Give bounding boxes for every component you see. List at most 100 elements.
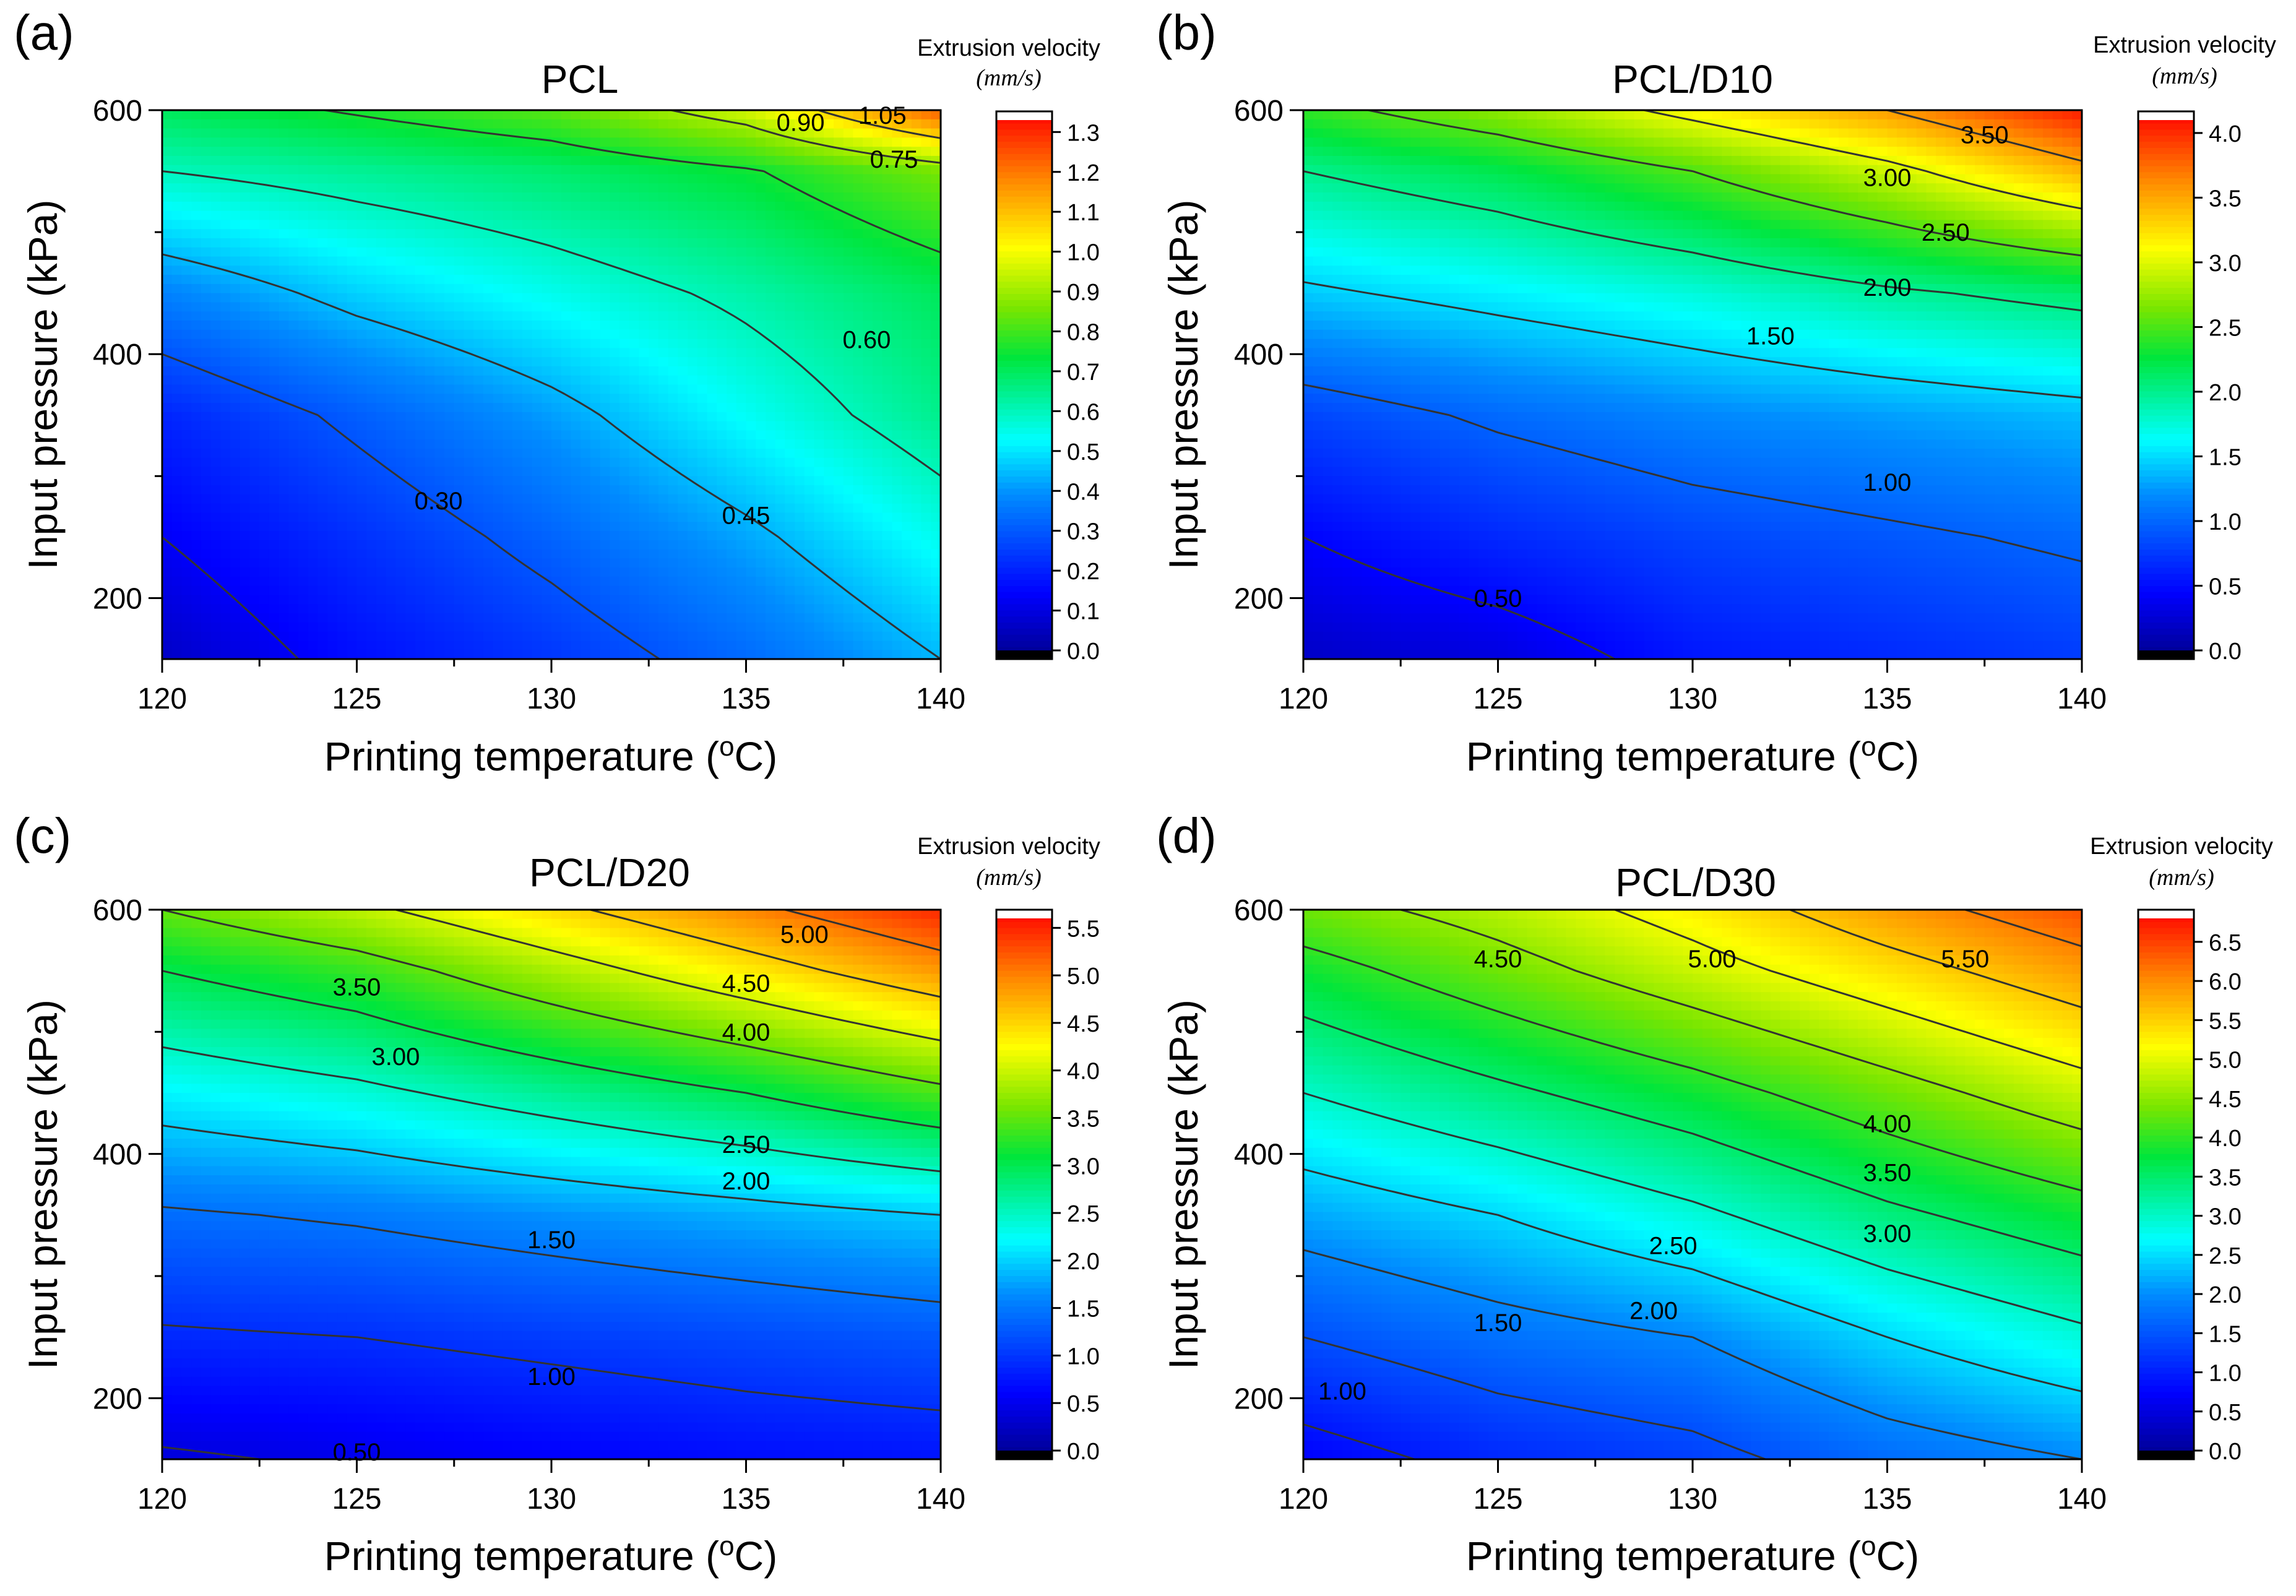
contour-cell: [337, 622, 348, 632]
contour-cell: [843, 192, 854, 202]
contour-cell: [522, 311, 533, 321]
colorbar-segment: [996, 409, 1052, 416]
contour-cell: [629, 485, 640, 495]
colorbar-segment: [996, 507, 1052, 514]
contour-cell: [863, 201, 873, 212]
contour-cell: [181, 128, 192, 139]
contour-cell: [249, 631, 261, 642]
contour-cell: [551, 311, 562, 321]
contour-cell: [230, 311, 241, 321]
contour-cell: [483, 558, 494, 569]
contour-cell: [288, 531, 300, 541]
contour-cell: [795, 348, 805, 358]
contour-cell: [882, 512, 893, 523]
contour-cell: [629, 512, 640, 523]
contour-cell: [473, 229, 484, 239]
contour-cell: [220, 339, 231, 349]
contour-cell: [600, 403, 611, 413]
contour-cell: [688, 430, 698, 441]
contour-cell: [561, 641, 572, 651]
contour-cell: [434, 321, 445, 330]
contour-cell: [181, 265, 192, 275]
contour-cell: [795, 421, 805, 431]
contour-cell: [649, 128, 659, 139]
contour-cell: [240, 512, 251, 523]
contour-cell: [600, 265, 611, 275]
contour-cell: [756, 531, 766, 541]
contour-cell: [795, 457, 805, 468]
contour-cell: [454, 366, 465, 376]
contour-cell: [804, 421, 815, 431]
contour-cell: [629, 247, 640, 257]
contour-cell: [512, 183, 523, 193]
contour-cell: [824, 457, 834, 468]
contour-cell: [629, 650, 640, 660]
contour-cell: [415, 457, 426, 468]
contour-cell: [532, 201, 543, 212]
contour-cell: [678, 375, 689, 386]
contour-cell: [717, 183, 727, 193]
contour-cell: [707, 119, 718, 129]
contour-cell: [512, 384, 523, 395]
contour-cell: [415, 366, 426, 376]
contour-cell: [395, 256, 407, 267]
contour-label: 0.30: [415, 488, 463, 515]
contour-cell: [707, 357, 718, 367]
contour-cell: [843, 293, 854, 303]
contour-cell: [590, 394, 601, 403]
contour-cell: [561, 275, 572, 285]
contour-cell: [473, 457, 484, 468]
contour-cell: [532, 650, 543, 660]
contour-cell: [619, 329, 630, 340]
contour-cell: [444, 348, 455, 358]
contour-cell: [824, 476, 834, 486]
contour-cell: [872, 585, 883, 596]
contour-cell: [210, 238, 222, 248]
contour-cell: [210, 283, 222, 294]
contour-cell: [717, 302, 727, 313]
contour-cell: [473, 394, 484, 403]
contour-cell: [834, 631, 844, 642]
contour-cell: [308, 210, 319, 221]
contour-cell: [356, 512, 368, 523]
contour-cell: [278, 467, 290, 477]
contour-cell: [590, 595, 601, 605]
contour-cell: [746, 540, 757, 550]
contour-cell: [619, 137, 630, 148]
contour-cell: [688, 155, 698, 166]
contour-cell: [288, 210, 300, 221]
contour-cell: [872, 357, 883, 367]
contour-cell: [872, 503, 883, 514]
contour-cell: [181, 531, 192, 541]
contour-cell: [649, 439, 659, 449]
contour-cell: [171, 247, 183, 257]
contour-cell: [503, 585, 514, 596]
contour-cell: [610, 494, 620, 504]
contour-cell: [863, 394, 873, 403]
contour-cell: [668, 430, 679, 441]
contour-cell: [590, 201, 601, 212]
contour-cell: [882, 549, 893, 559]
contour-cell: [775, 512, 786, 523]
contour-cell: [882, 220, 893, 230]
contour-cell: [746, 403, 757, 413]
contour-cell: [775, 229, 786, 239]
contour-cell: [639, 494, 650, 504]
contour-cell: [697, 256, 708, 267]
contour-cell: [473, 283, 484, 294]
contour-cell: [775, 256, 786, 267]
contour-cell: [308, 622, 319, 632]
contour-cell: [931, 348, 941, 358]
contour-cell: [658, 265, 669, 275]
contour-cell: [171, 110, 183, 120]
contour-cell: [240, 265, 251, 275]
contour-cell: [473, 403, 484, 413]
contour-cell: [454, 283, 465, 294]
contour-cell: [327, 522, 338, 532]
contour-cell: [542, 302, 552, 313]
contour-cell: [580, 357, 591, 367]
contour-cell: [308, 283, 319, 294]
contour-cell: [590, 283, 601, 294]
contour-cell: [668, 613, 679, 623]
contour-cell: [804, 576, 815, 587]
